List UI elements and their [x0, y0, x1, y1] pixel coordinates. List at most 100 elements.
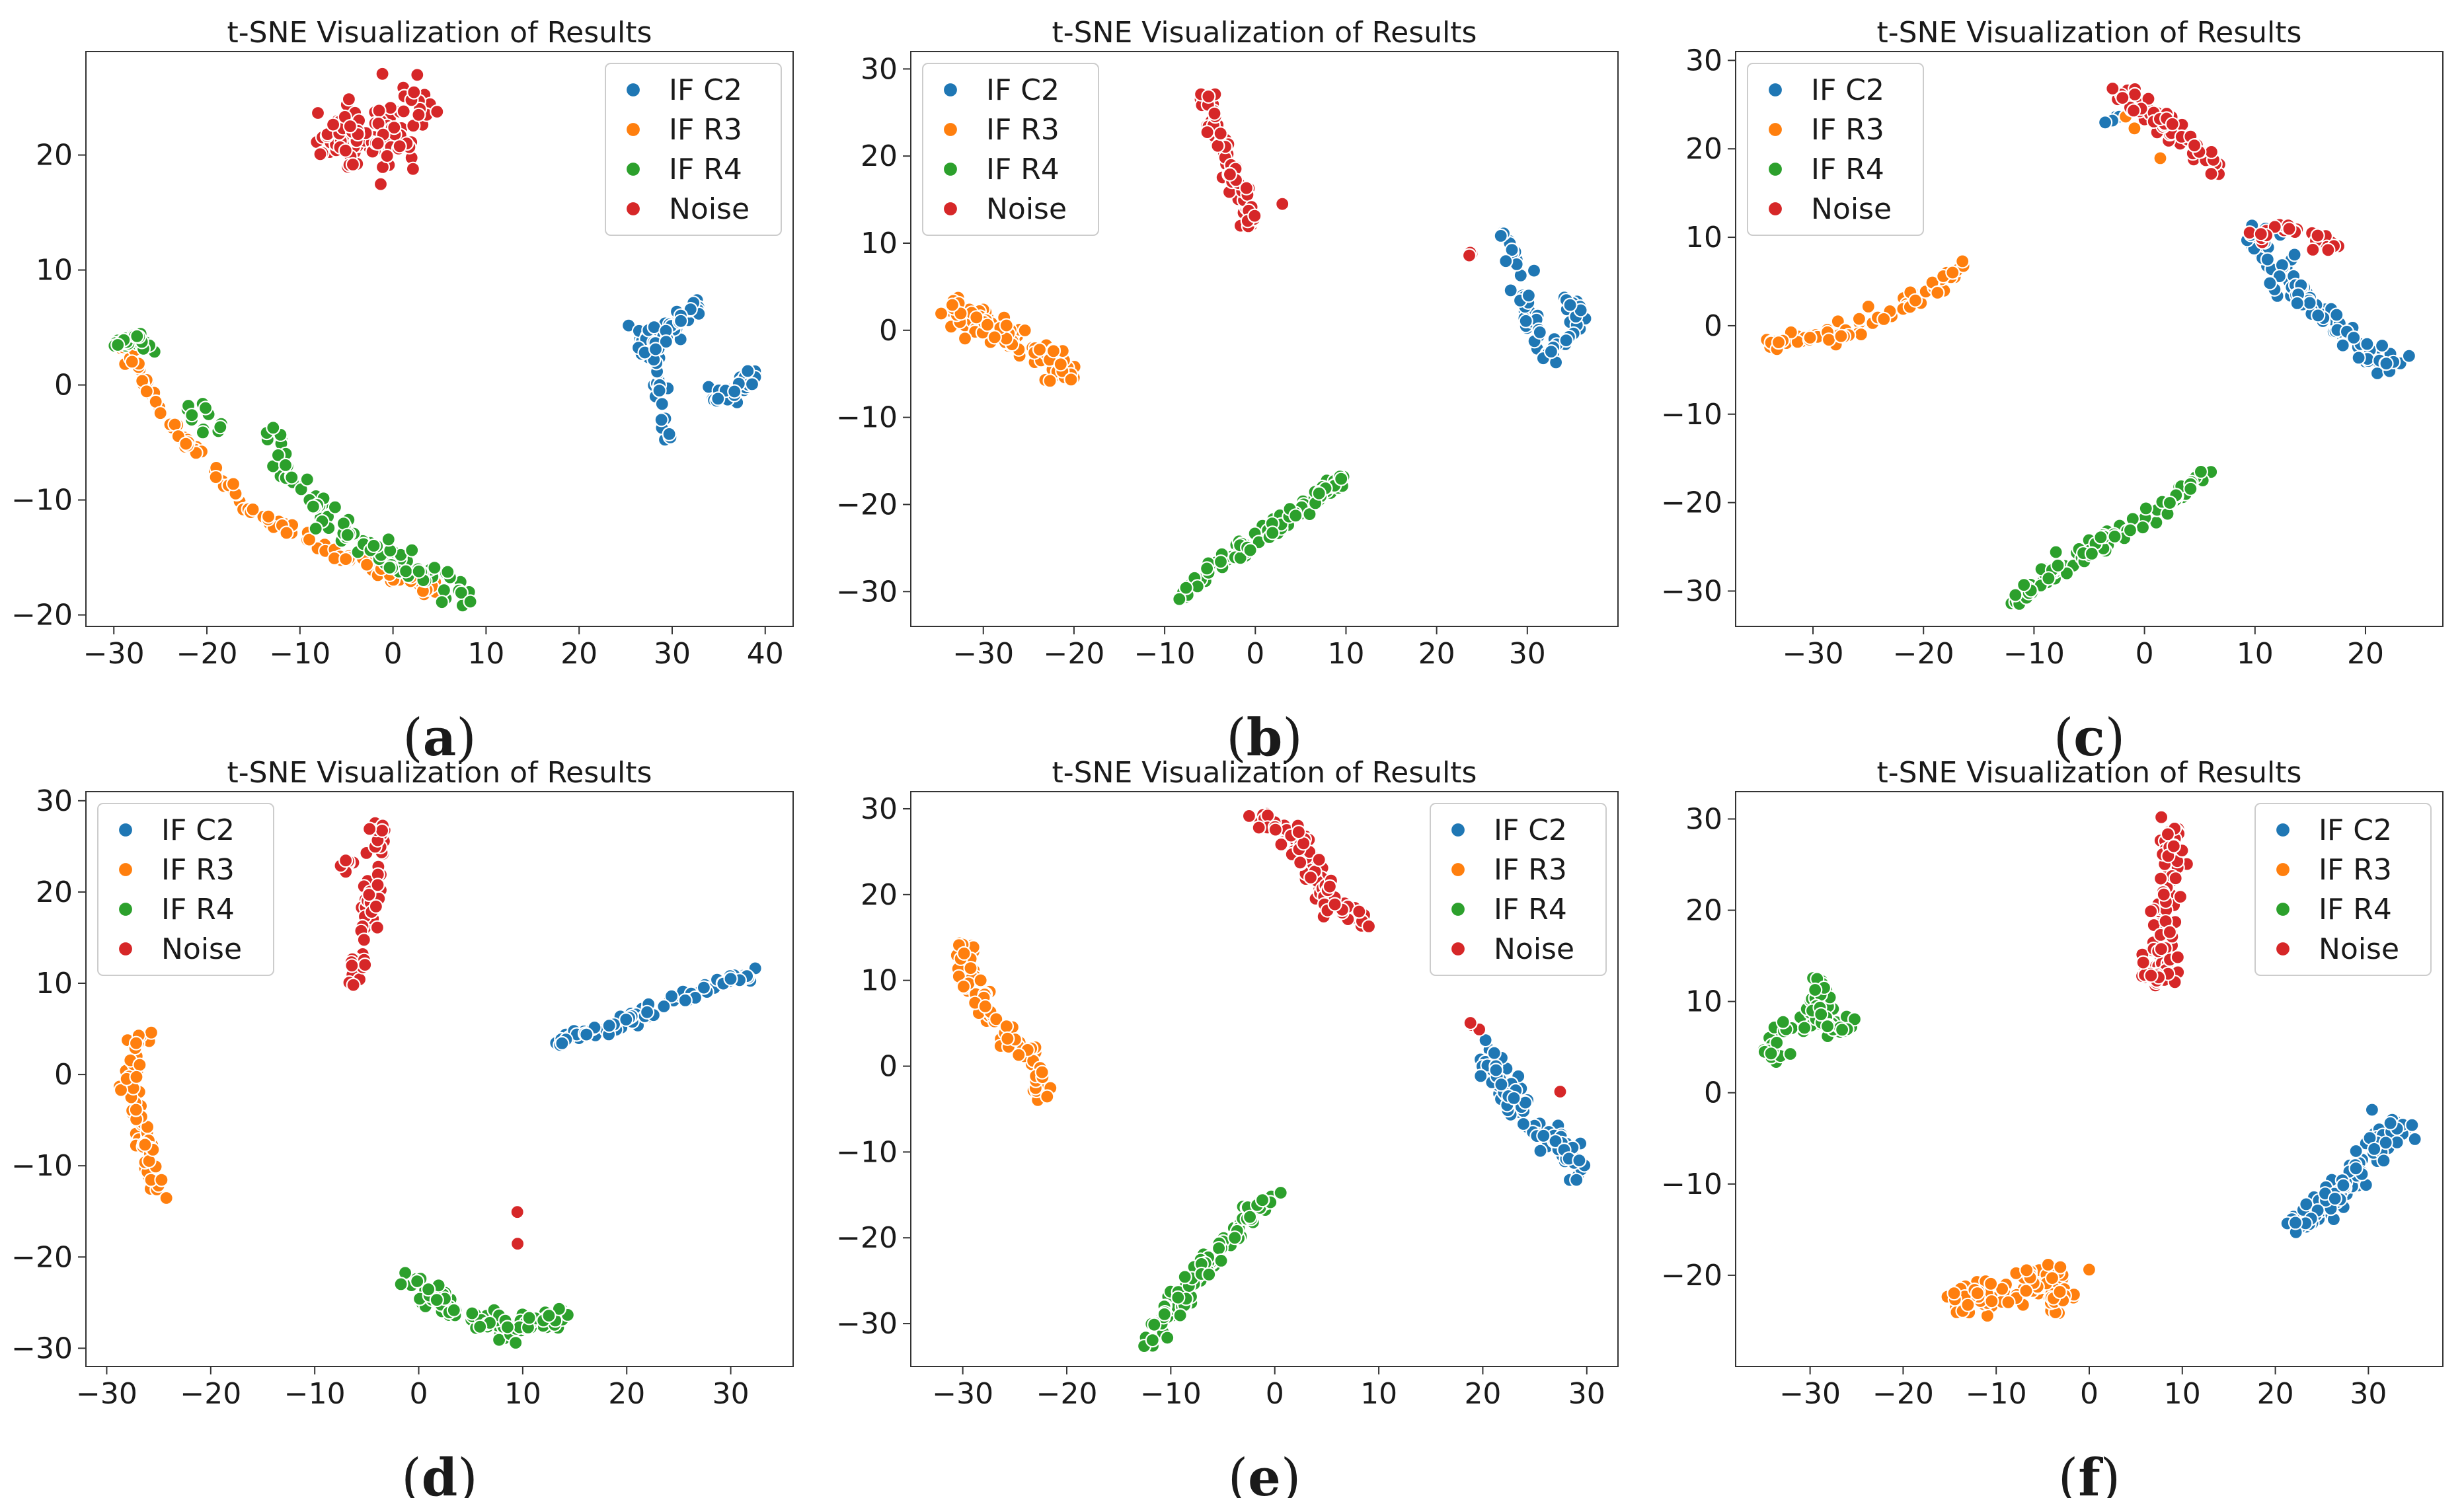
legend-label: Noise — [1494, 932, 1574, 966]
point-if-r4 — [404, 543, 420, 558]
point-if-r4 — [1808, 982, 1823, 998]
point-noise — [1463, 1015, 1478, 1031]
point-if-r3 — [1046, 344, 1061, 359]
point-if-r4 — [382, 560, 397, 576]
point-if-r4 — [473, 1319, 488, 1334]
point-noise — [1461, 248, 1477, 263]
point-if-r3 — [225, 476, 241, 492]
point-if-r4 — [508, 1335, 523, 1351]
legend-label: Noise — [669, 192, 750, 226]
point-noise — [370, 878, 385, 893]
point-if-r4 — [2183, 481, 2198, 496]
legend-label: IF R4 — [2319, 893, 2392, 926]
point-noise — [1247, 208, 1262, 223]
point-if-c2 — [1516, 1116, 1531, 1132]
point-if-r3 — [1802, 330, 1818, 346]
point-if-r3 — [2019, 1263, 2034, 1278]
point-if-c2 — [1572, 1152, 1587, 1168]
point-noise — [342, 119, 358, 134]
point-if-c2 — [2379, 356, 2394, 371]
point-if-c2 — [2348, 1161, 2364, 1176]
point-if-r3 — [279, 525, 294, 541]
y-tick-label: 0 — [1704, 309, 1722, 343]
point-noise — [405, 161, 421, 176]
point-if-r4 — [2050, 558, 2065, 573]
point-if-r4 — [1847, 1012, 1863, 1027]
point-noise — [362, 821, 377, 837]
point-if-c2 — [2336, 1178, 2351, 1193]
point-noise — [2153, 942, 2169, 957]
point-if-r3 — [1040, 1089, 1055, 1104]
point-if-c2 — [1486, 1045, 1502, 1061]
x-tick-label: −10 — [269, 637, 330, 671]
point-if-r3 — [1771, 334, 1787, 350]
point-if-r3 — [1970, 1285, 1985, 1301]
legend-marker-if-c2 — [1449, 821, 1467, 839]
point-if-r3 — [359, 557, 375, 572]
y-tick-label: 30 — [1685, 802, 1722, 836]
legend: IF C2 IF R3 IF R4 Noise — [1430, 803, 1607, 976]
point-noise — [1311, 852, 1327, 868]
point-if-r3 — [139, 384, 154, 399]
y-tick-label: −20 — [1661, 486, 1722, 520]
point-if-r4 — [278, 457, 293, 473]
legend-box — [1747, 63, 1924, 236]
point-noise — [338, 143, 353, 158]
point-noise — [1275, 196, 1290, 211]
point-if-r3 — [2040, 1257, 2056, 1273]
point-if-r4 — [1213, 1253, 1229, 1269]
legend-label: IF C2 — [669, 73, 742, 107]
point-if-r3 — [178, 436, 194, 451]
y-tick-label: 10 — [1685, 985, 1722, 1019]
point-noise — [1213, 126, 1228, 141]
legend-marker-if-r4 — [2274, 901, 2291, 918]
point-if-c2 — [2327, 1191, 2342, 1207]
point-noise — [345, 157, 361, 172]
point-noise — [1251, 820, 1266, 835]
point-noise — [370, 136, 385, 151]
point-if-c2 — [2367, 1141, 2382, 1157]
point-if-r4 — [1227, 1230, 1243, 1246]
point-if-r3 — [1032, 342, 1048, 357]
point-if-r4 — [2041, 571, 2056, 586]
point-if-r4 — [195, 425, 210, 440]
point-noise — [1260, 808, 1276, 823]
point-if-r3 — [301, 532, 317, 547]
point-if-c2 — [2299, 1197, 2314, 1212]
point-if-c2 — [2262, 276, 2278, 291]
point-noise — [1291, 824, 1307, 840]
point-if-r3 — [154, 1172, 169, 1187]
x-tick-label: −20 — [1872, 1377, 1934, 1411]
legend-marker-if-c2 — [625, 81, 642, 98]
point-noise — [369, 920, 385, 935]
x-tick-label: 10 — [1360, 1377, 1397, 1411]
legend: IF C2 IF R3 IF R4 Noise — [922, 63, 1099, 236]
x-tick-label: 0 — [2136, 637, 2154, 671]
y-tick-label: 0 — [879, 314, 898, 348]
x-tick-label: 20 — [2257, 1377, 2294, 1411]
point-if-r4 — [2084, 546, 2099, 562]
x-tick-label: 30 — [2350, 1377, 2387, 1411]
legend-box — [97, 803, 274, 976]
point-if-c2 — [579, 1027, 594, 1042]
panel-e: t-SNE Visualization of Results −30 −20 −10 0… — [836, 756, 1619, 1498]
legend-marker-if-r4 — [1767, 161, 1784, 178]
point-noise — [2115, 91, 2130, 106]
point-if-c2 — [1504, 243, 1520, 258]
point-noise — [2126, 103, 2141, 118]
point-noise — [2105, 81, 2120, 96]
y-tick-label: 20 — [861, 139, 898, 173]
point-if-r3 — [128, 1102, 143, 1117]
point-if-r3 — [944, 297, 960, 313]
point-noise — [2141, 91, 2156, 106]
point-if-r4 — [2122, 523, 2138, 538]
legend-box — [922, 63, 1099, 236]
y-tick-label: −30 — [1661, 574, 1722, 608]
panel-d: t-SNE Visualization of Results −30 −20 −10 0… — [11, 756, 794, 1498]
point-noise — [375, 66, 390, 81]
point-if-c2 — [696, 980, 712, 995]
point-if-c2 — [1478, 1032, 1493, 1048]
y-tick-label: 0 — [1704, 1076, 1722, 1110]
point-if-r4 — [1288, 508, 1303, 523]
point-noise — [371, 103, 387, 118]
